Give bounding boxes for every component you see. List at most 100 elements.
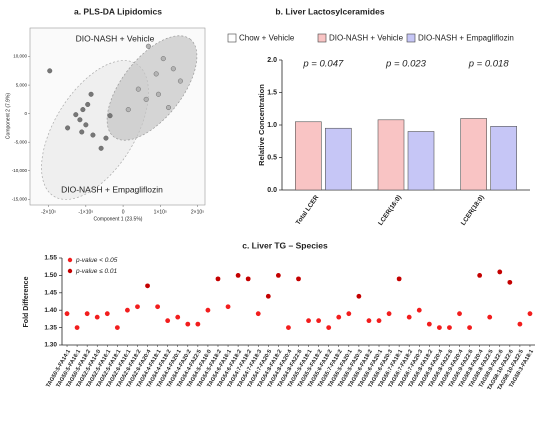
point <box>83 122 89 128</box>
point <box>316 318 322 324</box>
y-axis-label: Fold Difference <box>23 276 30 327</box>
point <box>346 311 352 317</box>
y-axis-label: Relative Concentration <box>257 84 266 166</box>
x-tick-label: 0 <box>122 209 125 215</box>
x-tick-label: 1×10⁵ <box>154 209 167 215</box>
y-tick-label: 1.45 <box>44 290 57 297</box>
y-tick-label: 0 <box>24 111 27 116</box>
point <box>125 307 130 313</box>
point <box>447 325 452 330</box>
bar <box>490 126 517 191</box>
annotation: p = 0.047 <box>302 59 344 70</box>
point <box>416 307 422 313</box>
x-tick-label: 2×10⁵ <box>191 209 204 215</box>
point <box>107 113 113 119</box>
point <box>497 269 503 275</box>
point <box>296 276 301 282</box>
bar <box>325 127 352 191</box>
y-tick-label: 1.30 <box>44 342 57 349</box>
point <box>487 314 493 320</box>
point <box>84 311 90 317</box>
point <box>286 325 291 330</box>
point <box>74 325 80 330</box>
point <box>145 283 150 289</box>
y-tick-label: 1.50 <box>44 272 57 279</box>
point <box>177 78 183 84</box>
chart-title: b. Liver Lactosylceramides <box>275 6 384 16</box>
point <box>507 279 513 285</box>
point <box>356 293 362 299</box>
point <box>185 321 191 327</box>
point <box>94 314 100 320</box>
y-tick-label: 1.40 <box>44 307 57 314</box>
point <box>79 129 85 135</box>
bar <box>295 121 322 191</box>
series-label: DIO-NASH + Vehicle <box>76 33 155 43</box>
point <box>90 132 96 138</box>
point <box>166 105 172 111</box>
y-tick-label: 10,000 <box>13 54 27 59</box>
point <box>326 325 332 330</box>
point <box>245 276 251 282</box>
point <box>225 304 231 310</box>
point <box>170 66 176 72</box>
y-tick-label: 1.0 <box>267 122 277 129</box>
bar <box>377 119 405 191</box>
point <box>73 112 79 118</box>
point <box>265 293 271 299</box>
legend-label: DIO-NASH + Vehicle <box>329 34 404 43</box>
point <box>517 321 523 327</box>
confidence-ellipse <box>106 35 198 141</box>
point <box>195 321 201 327</box>
annotation: p = 0.018 <box>468 59 510 70</box>
annotation: p = 0.023 <box>385 59 427 70</box>
point <box>386 311 392 317</box>
y-tick-label: -5,000 <box>14 139 27 144</box>
point <box>125 107 131 113</box>
x-tick-label: LCER(16:0) <box>377 194 403 227</box>
point <box>143 96 149 102</box>
point <box>306 318 311 324</box>
legend-label: p-value < 0.05 <box>75 257 118 264</box>
point <box>104 311 110 317</box>
x-tick-label: -1×10⁵ <box>78 209 93 215</box>
point <box>80 107 86 113</box>
point <box>155 304 161 310</box>
point <box>396 276 402 282</box>
point <box>65 125 71 131</box>
point <box>77 117 83 123</box>
point <box>457 311 462 317</box>
point <box>175 314 181 320</box>
y-tick-label: 1.35 <box>44 324 57 331</box>
point <box>436 325 442 330</box>
point <box>406 314 412 320</box>
point <box>275 273 281 278</box>
y-tick-label: -15,000 <box>12 196 28 201</box>
x-axis-label: Component 1 (23.5%) <box>94 216 143 222</box>
y-tick-label: 1.5 <box>267 89 277 96</box>
point <box>336 314 342 320</box>
point <box>255 311 261 317</box>
point <box>426 321 432 327</box>
chart-title: a. PLS-DA Lipidomics <box>74 6 162 16</box>
legend-swatch <box>406 33 416 43</box>
y-tick-label: -10,000 <box>12 168 28 173</box>
point <box>160 56 166 62</box>
x-tick-label: LCER(18:0) <box>460 194 486 227</box>
point <box>376 318 382 324</box>
legend-label: Chow + Vehicle <box>239 34 295 43</box>
point <box>477 273 483 278</box>
point <box>155 91 161 97</box>
legend-swatch <box>317 33 327 43</box>
point <box>85 101 91 107</box>
point <box>47 68 53 74</box>
x-tick-label: Total LCER <box>295 194 321 227</box>
bar <box>407 131 435 191</box>
point <box>135 304 140 310</box>
point <box>153 71 159 77</box>
chart-title: c. Liver TG – Species <box>242 240 328 250</box>
point <box>98 145 104 151</box>
y-tick-label: 5,000 <box>16 82 28 87</box>
point <box>145 43 151 49</box>
